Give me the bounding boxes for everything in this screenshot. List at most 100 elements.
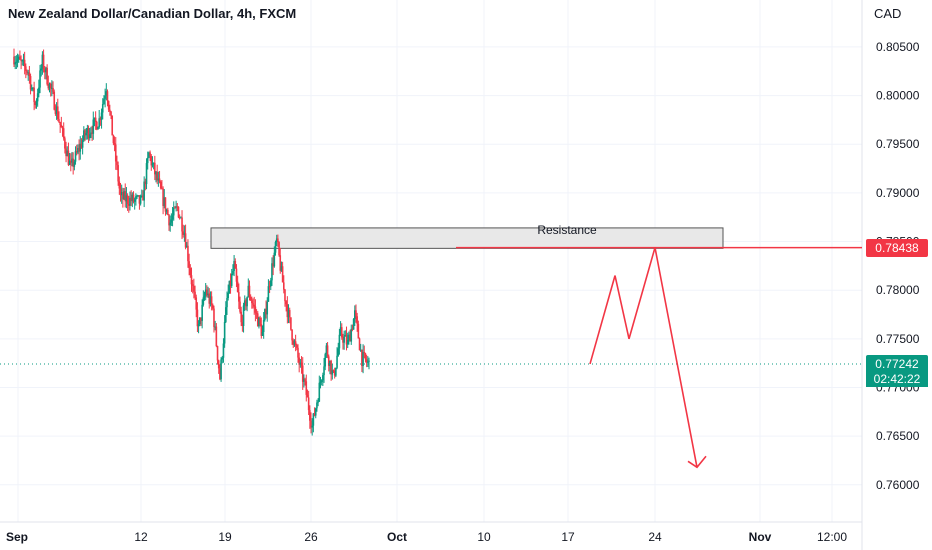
projection-path[interactable] xyxy=(589,247,707,469)
candle-body xyxy=(311,425,313,428)
time-axis[interactable]: Sep 12 19 26 Oct 10 17 24 Nov 12:00 xyxy=(6,530,847,544)
candle-up xyxy=(227,284,229,301)
candle-body xyxy=(135,196,137,200)
candle-body xyxy=(26,70,28,73)
candle-body xyxy=(203,295,206,298)
candle-down xyxy=(156,164,158,185)
candle-up xyxy=(344,330,347,337)
candle-down xyxy=(356,312,358,332)
candle-down xyxy=(235,264,238,288)
candle-body xyxy=(14,62,16,65)
candle-up xyxy=(346,332,349,349)
candle-down xyxy=(272,255,274,276)
candle-body xyxy=(187,245,189,262)
candle-body xyxy=(68,160,71,165)
candle-body xyxy=(310,420,312,428)
candle-body xyxy=(363,351,366,354)
resistance-label: Resistance xyxy=(537,223,597,237)
candle-down xyxy=(234,258,237,269)
candle-up xyxy=(133,197,136,210)
candle-down xyxy=(195,294,198,318)
candle-down xyxy=(330,359,332,381)
candle-up xyxy=(337,342,340,357)
candle-body xyxy=(87,128,90,139)
candle-down xyxy=(327,354,330,372)
candle-body xyxy=(357,323,360,339)
candle-body xyxy=(281,266,284,283)
candle-down xyxy=(285,300,287,312)
candle-body xyxy=(97,127,99,130)
candle-body xyxy=(195,297,198,310)
candle-down xyxy=(110,110,112,120)
candle-body xyxy=(75,151,78,153)
candle-up xyxy=(39,64,41,94)
resistance-zone[interactable] xyxy=(210,227,724,249)
candle-up xyxy=(316,399,318,412)
candle-down xyxy=(187,239,189,268)
candle-body xyxy=(171,215,174,220)
candle-body xyxy=(33,87,35,103)
candle-body xyxy=(362,351,364,366)
candle-up xyxy=(92,111,95,140)
candle-body xyxy=(314,408,317,416)
candle-down xyxy=(301,357,304,390)
candle-body xyxy=(40,68,43,71)
time-tick-label: 17 xyxy=(561,530,575,544)
candle-down xyxy=(43,66,46,80)
price-axis[interactable]: 0.805000.800000.795000.790000.785000.780… xyxy=(876,40,920,492)
candle-body xyxy=(197,324,200,327)
candle-body xyxy=(73,161,76,167)
price-tick-label: 0.79500 xyxy=(876,137,920,151)
candle-body xyxy=(261,332,264,336)
candle-up xyxy=(123,188,125,200)
candle-body xyxy=(101,104,104,113)
candle-body xyxy=(132,194,135,202)
resistance-zone-box xyxy=(210,227,724,249)
candle-body xyxy=(364,353,367,360)
candle-body xyxy=(222,343,225,358)
candle-body xyxy=(286,304,289,318)
candle-down xyxy=(19,50,21,60)
candle-up xyxy=(202,290,205,307)
candle-body xyxy=(355,310,357,317)
candle-down xyxy=(161,180,163,190)
candle-down xyxy=(256,310,259,327)
candle-body xyxy=(196,309,199,327)
candle-up xyxy=(214,320,216,331)
candle-body xyxy=(277,238,279,243)
candle-up xyxy=(226,291,228,315)
candle-down xyxy=(84,128,86,142)
candle-body xyxy=(47,84,50,89)
candle-body xyxy=(294,341,297,346)
candle-up xyxy=(185,242,188,248)
candle-up xyxy=(55,102,58,120)
resistance-price-tag[interactable]: 0.78438 xyxy=(866,238,928,257)
candle-up xyxy=(125,187,128,209)
candle-body xyxy=(83,130,85,141)
candle-down xyxy=(253,296,256,315)
last-price-tag[interactable]: 0.77242 xyxy=(866,354,928,373)
candle-body xyxy=(207,293,209,296)
candle-body xyxy=(213,308,215,327)
resistance-level-line[interactable] xyxy=(0,246,862,365)
candle-body xyxy=(180,217,182,219)
candle-down xyxy=(174,206,176,209)
candle-up xyxy=(146,151,149,170)
candle-down xyxy=(64,136,66,154)
candle-down xyxy=(167,207,169,216)
candle-up xyxy=(335,367,337,378)
candle-body xyxy=(80,143,83,148)
candle-up xyxy=(105,83,108,101)
candle-body xyxy=(305,381,308,395)
candle-up xyxy=(314,407,317,419)
candle-body xyxy=(52,87,54,92)
candle-down xyxy=(67,142,70,167)
candle-up xyxy=(100,108,103,129)
candle-body xyxy=(107,101,110,110)
candle-up xyxy=(354,305,356,326)
candle-down xyxy=(127,195,130,213)
candle-body xyxy=(30,88,33,90)
candle-down xyxy=(238,283,240,309)
candle-up xyxy=(209,291,212,307)
